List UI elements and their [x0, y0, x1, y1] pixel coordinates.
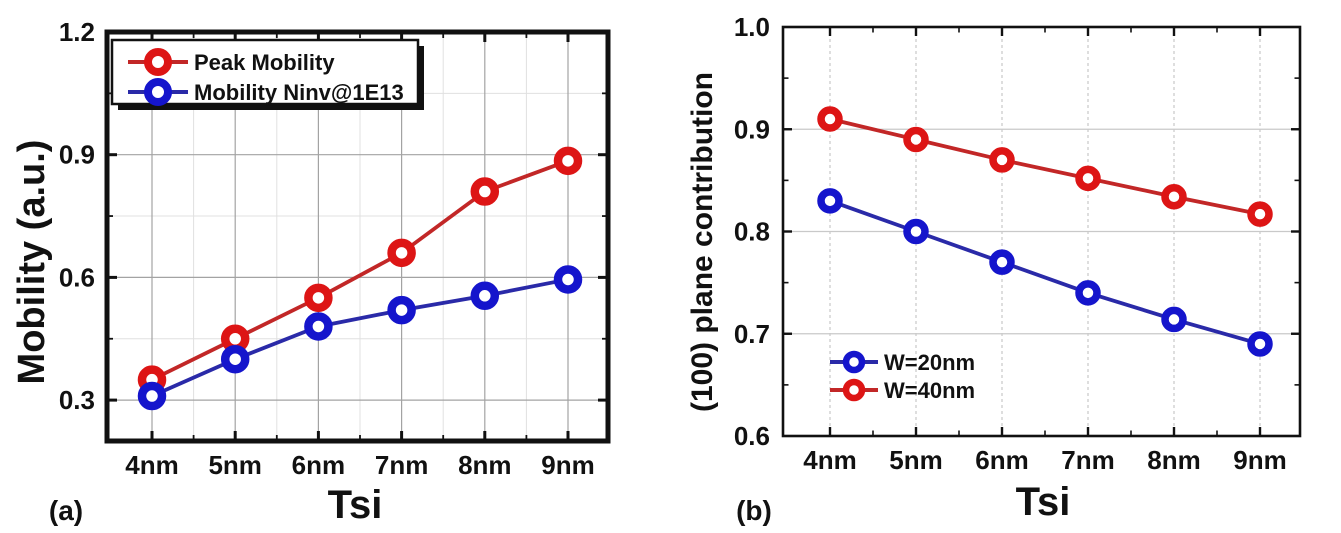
- data-point-marker: [553, 146, 583, 176]
- data-point-marker: [470, 177, 500, 206]
- data-point-marker: [387, 238, 416, 268]
- plot-area-a: 4nm 5nm 6nm 7nm 8nm 9nm 0.3 0.6 0.9 1.2 Peak Mobil…: [59, 17, 611, 480]
- x-tick-label: 9nm: [1233, 445, 1286, 475]
- data-point-marker: [304, 283, 333, 313]
- chart-a-mobility-vs-tsi: 4nm 5nm 6nm 7nm 8nm 9nm 0.3 0.6 0.9 1.2 Peak Mobil…: [11, 17, 611, 527]
- y-tick-label: 0.3: [59, 385, 95, 415]
- panel-label-b: (b): [736, 495, 772, 526]
- legend-item-label: W=20nm: [884, 350, 975, 375]
- data-point-marker: [903, 218, 929, 245]
- data-point-marker: [1075, 280, 1101, 306]
- x-tick-label: 6nm: [292, 450, 345, 480]
- data-point-marker: [989, 249, 1015, 275]
- data-point-marker: [1161, 306, 1187, 333]
- data-point-marker: [304, 312, 333, 341]
- legend-marker-circle: [842, 350, 866, 374]
- y-axis-label-a: Mobility (a.u.): [11, 140, 53, 385]
- x-tick-label: 9nm: [541, 450, 594, 480]
- x-tick-label: 4nm: [125, 450, 178, 480]
- y-tick-label: 0.9: [59, 140, 95, 170]
- series-line: [151, 159, 569, 382]
- data-point-marker: [137, 381, 167, 411]
- legend-item-label: W=40nm: [884, 378, 975, 403]
- y-tick-label: 1.0: [734, 12, 770, 42]
- data-point-marker: [553, 265, 583, 294]
- data-point-marker: [1247, 201, 1273, 227]
- y-axis-label-b: (100) plane contribution: [686, 72, 719, 412]
- x-tick-label: 5nm: [208, 450, 261, 480]
- data-point-marker: [903, 126, 929, 153]
- legend-marker-circle: [144, 78, 172, 106]
- legend-item-label: Peak Mobility: [194, 50, 335, 75]
- x-tick-label: 5nm: [889, 445, 942, 475]
- y-tick-label: 0.6: [734, 421, 770, 451]
- data-point-marker: [387, 295, 416, 325]
- panel-label-a: (a): [49, 495, 83, 526]
- x-tick-label: 8nm: [1147, 445, 1200, 475]
- y-tick-label: 0.6: [59, 262, 95, 292]
- data-point-marker: [817, 188, 843, 214]
- x-tick-label: 7nm: [1061, 445, 1114, 475]
- data-point-marker: [817, 106, 843, 132]
- axis-frame: [104, 29, 611, 444]
- legend-marker-circle: [144, 48, 172, 76]
- x-tick-label: 7nm: [375, 450, 428, 480]
- x-tick-label: 6nm: [975, 445, 1028, 475]
- y-tick-label: 0.8: [734, 217, 770, 247]
- data-point-marker: [1161, 183, 1187, 210]
- plot-area-b: 4nm 5nm 6nm 7nm 8nm 9nm 0.6 0.7 0.8 0.9 1.0 W=20nm W…: [734, 12, 1302, 475]
- series-line: [829, 117, 1261, 216]
- y-tick-label: 1.2: [59, 17, 95, 47]
- legend-item-label: Mobility Ninv@1E13: [194, 80, 404, 105]
- chart-b-plane-contribution-vs-tsi: 4nm 5nm 6nm 7nm 8nm 9nm 0.6 0.7 0.8 0.9 1.0 W=20nm W…: [686, 12, 1302, 526]
- data-point-marker: [1247, 331, 1273, 357]
- x-tick-label: 4nm: [803, 445, 856, 475]
- y-tick-label: 0.9: [734, 114, 770, 144]
- data-point-marker: [470, 281, 500, 311]
- x-tick-label: 8nm: [458, 450, 511, 480]
- y-tick-label: 0.7: [734, 319, 770, 349]
- data-point-marker: [1075, 165, 1101, 192]
- data-point-marker: [989, 147, 1015, 173]
- x-axis-label-b: Tsi: [1016, 480, 1071, 524]
- data-point-marker: [220, 344, 250, 374]
- legend-marker-circle: [842, 378, 866, 402]
- series-line: [829, 199, 1261, 346]
- x-axis-label-a: Tsi: [328, 483, 383, 527]
